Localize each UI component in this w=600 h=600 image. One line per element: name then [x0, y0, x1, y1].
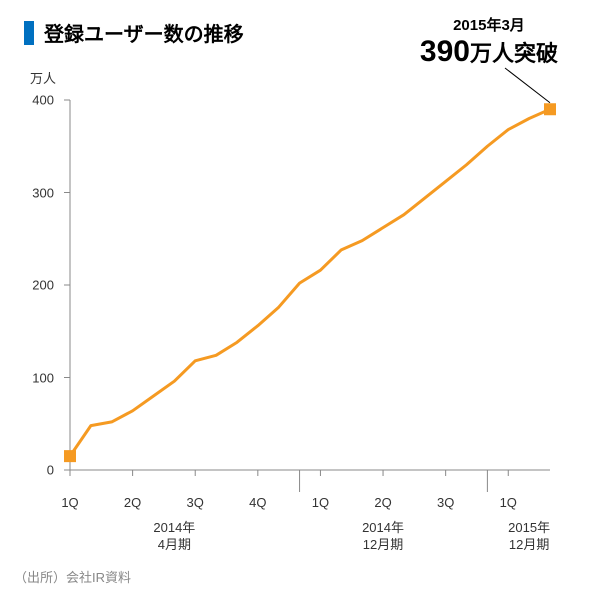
x-group-label: 2015年12月期	[508, 520, 550, 554]
x-tick-label: 2Q	[124, 495, 141, 510]
title-accent-bar	[24, 21, 34, 45]
y-tick-label: 200	[14, 278, 54, 293]
x-tick-label: 4Q	[249, 495, 266, 510]
line-chart-svg	[60, 90, 570, 490]
y-tick-label: 300	[14, 185, 54, 200]
chart-area: 01002003004001Q2Q3Q4Q1Q2Q3Q1Q2014年4月期201…	[60, 90, 570, 490]
x-tick-label: 1Q	[500, 495, 517, 510]
x-tick-label: 2Q	[374, 495, 391, 510]
y-axis-unit: 万人	[30, 68, 56, 87]
chart-title: 登録ユーザー数の推移	[44, 18, 244, 47]
x-group-label: 2014年4月期	[153, 520, 195, 554]
callout-value: 390万人突破	[420, 35, 558, 68]
x-tick-label: 3Q	[437, 495, 454, 510]
x-group-label: 2014年12月期	[362, 520, 404, 554]
y-tick-label: 0	[14, 463, 54, 478]
highlight-callout: 2015年3月 390万人突破	[420, 14, 558, 68]
y-tick-label: 400	[14, 93, 54, 108]
x-tick-label: 1Q	[61, 495, 78, 510]
x-tick-label: 3Q	[187, 495, 204, 510]
callout-date: 2015年3月	[420, 14, 558, 35]
source-note: （出所）会社IR資料	[14, 567, 131, 586]
y-tick-label: 100	[14, 370, 54, 385]
x-tick-label: 1Q	[312, 495, 329, 510]
